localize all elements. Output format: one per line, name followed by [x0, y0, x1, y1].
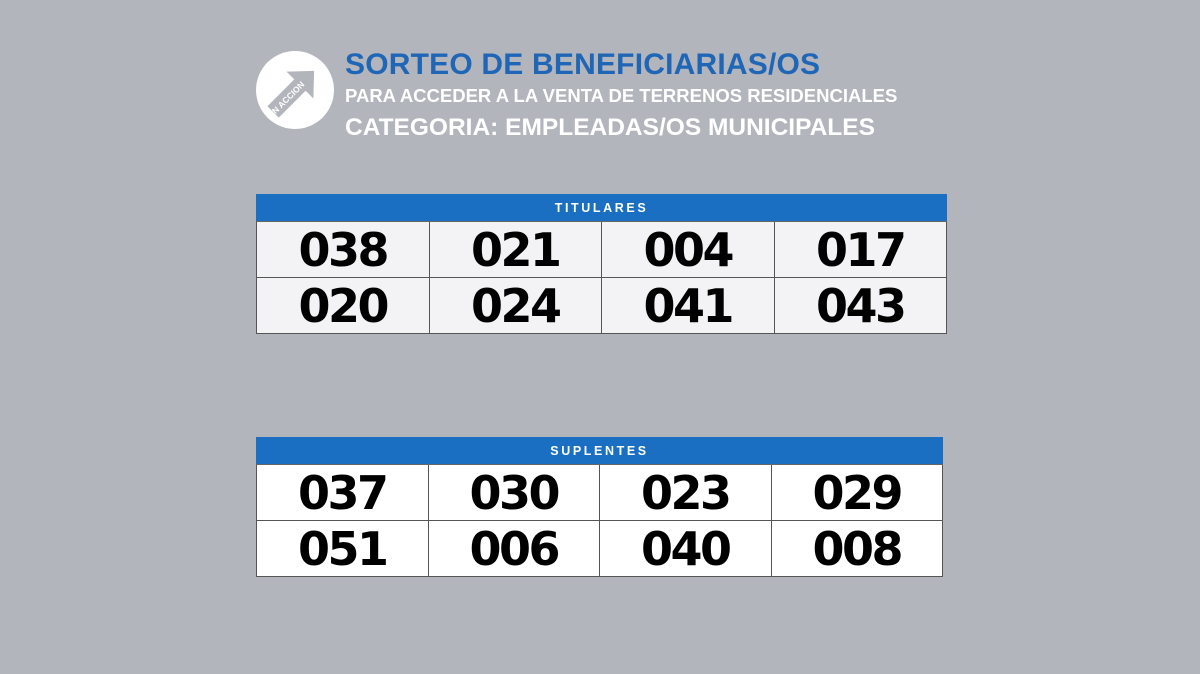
number-cell: 038 [257, 222, 430, 278]
number-cell: 037 [257, 465, 429, 521]
page-title: SORTEO DE BENEFICIARIAS/OS [345, 48, 821, 81]
number-cell: 021 [429, 222, 602, 278]
category-label: CATEGORIA: EMPLEADAS/OS MUNICIPALES [345, 114, 875, 141]
number-cell: 051 [257, 521, 429, 577]
header: SORTEO DE BENEFICIARIAS/OS PARA ACCEDER … [345, 48, 897, 143]
suplentes-table: SUPLENTES 037 030 023 029 051 006 040 00… [256, 437, 943, 577]
suplentes-grid: 037 030 023 029 051 006 040 008 [256, 464, 943, 577]
titulares-header: TITULARES [256, 194, 947, 221]
arrow-icon: EN ACCION [266, 70, 315, 120]
number-cell: 004 [602, 222, 775, 278]
page-subtitle: PARA ACCEDER A LA VENTA DE TERRENOS RESI… [345, 85, 898, 106]
number-cell: 029 [771, 465, 943, 521]
number-cell: 043 [774, 278, 947, 334]
number-cell: 006 [428, 521, 600, 577]
number-cell: 017 [774, 222, 947, 278]
number-cell: 023 [600, 465, 772, 521]
number-cell: 024 [429, 278, 602, 334]
titulares-table: TITULARES 038 021 004 017 020 024 041 04… [256, 194, 947, 334]
number-cell: 008 [771, 521, 943, 577]
number-cell: 030 [428, 465, 600, 521]
number-cell: 041 [602, 278, 775, 334]
titulares-grid: 038 021 004 017 020 024 041 043 [256, 221, 947, 334]
logo: EN ACCION [256, 51, 334, 129]
suplentes-header: SUPLENTES [256, 437, 943, 464]
number-cell: 020 [257, 278, 430, 334]
number-cell: 040 [600, 521, 772, 577]
logo-text: EN ACCION [266, 79, 307, 120]
